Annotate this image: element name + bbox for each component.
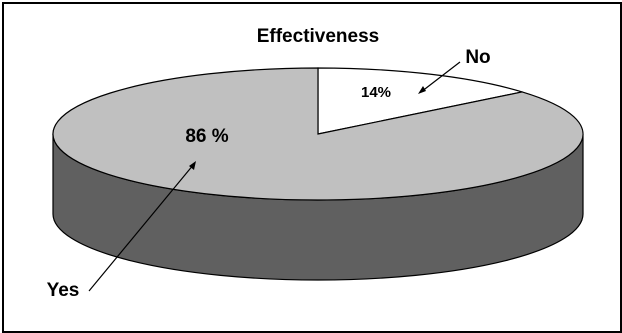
label-layer: Effectiveness 86 % 14% No Yes <box>47 26 491 301</box>
chart-title: Effectiveness <box>257 26 380 47</box>
leader-line-no <box>420 61 461 93</box>
leader-arrow-yes <box>189 161 196 170</box>
leader-line-yes <box>88 163 195 292</box>
pie-layer <box>52 67 584 281</box>
slice-category-label-no: No <box>465 47 490 68</box>
slice-value-label-yes: 86 % <box>185 126 228 147</box>
pie-slice-yes <box>52 67 584 201</box>
leader-arrow-no <box>418 86 426 94</box>
slice-value-label-no: 14% <box>361 84 391 101</box>
pie-slice-no <box>317 67 523 135</box>
slice-category-label-yes: Yes <box>47 280 80 301</box>
